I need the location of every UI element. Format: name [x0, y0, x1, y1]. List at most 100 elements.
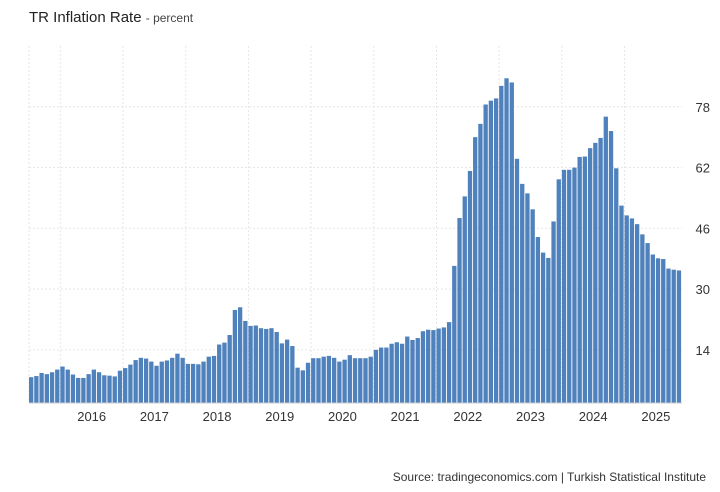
bar: [217, 344, 222, 403]
bar: [379, 347, 384, 403]
bar: [39, 373, 44, 403]
bar: [567, 169, 572, 403]
bar: [488, 100, 494, 403]
bar: [509, 82, 514, 404]
bar: [222, 342, 227, 403]
bar: [436, 328, 441, 403]
bar: [410, 339, 415, 403]
chart-subtitle-text: percent: [153, 11, 194, 25]
bar: [358, 358, 363, 403]
bar: [619, 205, 624, 403]
bar: [624, 215, 629, 403]
bar: [629, 218, 635, 403]
bar: [81, 377, 86, 403]
bar: [274, 331, 279, 403]
bar: [473, 137, 478, 403]
bar: [279, 343, 285, 403]
bar: [44, 374, 49, 403]
bar: [201, 361, 206, 403]
bar: [593, 142, 598, 403]
bar: [206, 356, 211, 403]
bar: [96, 372, 102, 403]
x-tick-label: 2017: [140, 409, 169, 424]
bar: [415, 338, 420, 403]
bar: [196, 364, 201, 403]
bar: [540, 252, 546, 403]
bar: [650, 254, 655, 403]
bar: [133, 360, 138, 403]
y-tick-label: 62: [696, 161, 710, 176]
bar: [598, 137, 603, 403]
x-axis-ticks: 2016 2017 2018 2019 2020 2021 2022 2023 2024 2025: [77, 409, 670, 424]
bar: [384, 347, 389, 403]
bar: [112, 376, 117, 403]
y-tick-label: 14: [696, 343, 710, 358]
chart-title-text: TR Inflation Rate: [29, 9, 142, 26]
bar: [86, 374, 91, 403]
bar: [34, 376, 39, 403]
bar: [514, 158, 520, 403]
x-tick-label: 2022: [453, 409, 482, 424]
bar: [587, 148, 593, 403]
bar: [666, 268, 671, 403]
bar: [441, 327, 447, 403]
bar: [49, 372, 55, 403]
bar: [352, 358, 358, 403]
bar: [164, 360, 170, 403]
bar: [373, 349, 379, 403]
bar: [326, 355, 332, 403]
y-tick-label: 30: [696, 282, 710, 297]
bar: [143, 358, 149, 403]
bar: [426, 329, 431, 403]
bar: [603, 116, 608, 403]
bar: [499, 85, 504, 403]
x-tick-label: 2021: [391, 409, 420, 424]
bar: [535, 237, 541, 403]
bar: [556, 179, 561, 403]
bars: [29, 78, 682, 404]
bar: [295, 367, 300, 403]
bar: [138, 357, 144, 403]
bar: [530, 209, 535, 403]
bar: [462, 196, 467, 403]
bar: [185, 363, 191, 403]
bar: [300, 370, 305, 403]
x-tick-label: 2025: [641, 409, 670, 424]
bar: [149, 361, 154, 403]
x-tick-label: 2024: [579, 409, 608, 424]
bar: [614, 168, 619, 403]
bar: [321, 356, 326, 403]
bar: [159, 361, 164, 403]
bar: [180, 357, 185, 403]
x-tick-label: 2018: [203, 409, 232, 424]
bar: [572, 167, 577, 403]
bar: [311, 358, 316, 403]
bar: [70, 374, 76, 403]
bar: [190, 363, 196, 403]
bar: [290, 346, 295, 403]
bar: [284, 339, 290, 403]
bar: [525, 193, 530, 403]
bar: [211, 355, 217, 403]
bar: [368, 356, 373, 403]
bar: [243, 320, 248, 403]
bar: [258, 328, 264, 403]
chart-subtitle: - percent: [145, 11, 194, 25]
bar: [337, 361, 342, 403]
bar: [76, 377, 81, 403]
y-axis-ticks: 14 30 46 62 78: [696, 100, 710, 358]
bar: [91, 369, 97, 403]
bar: [405, 336, 410, 403]
bar: [237, 307, 243, 403]
bar: [305, 362, 311, 403]
bar: [102, 375, 107, 403]
bar: [264, 328, 269, 403]
bar: [431, 330, 436, 403]
bar: [123, 368, 128, 403]
bar: [128, 364, 133, 403]
bar: [420, 331, 426, 403]
bar: [175, 353, 180, 403]
bar: [561, 169, 567, 403]
bar: [389, 343, 394, 403]
